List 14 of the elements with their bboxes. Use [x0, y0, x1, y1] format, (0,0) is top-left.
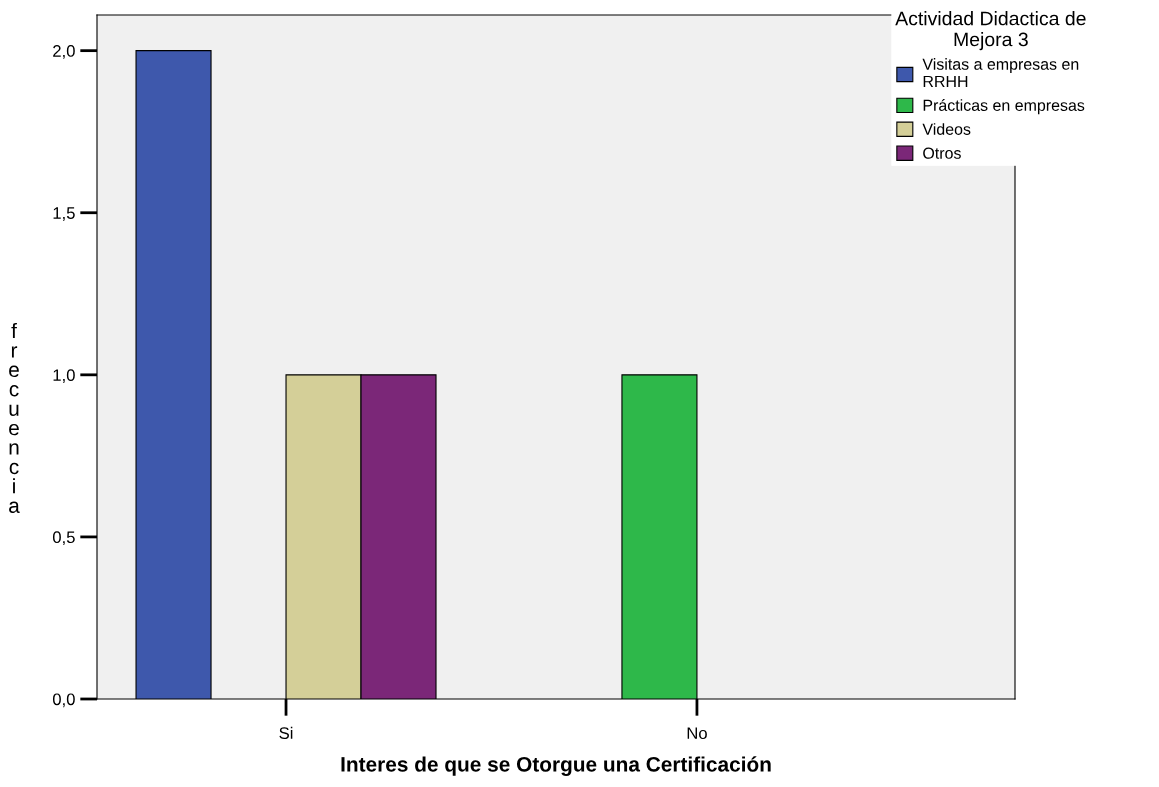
legend-label: Videos [922, 123, 971, 135]
text: frecuencia [9, 322, 20, 513]
y-tick-label: 2,0 [53, 45, 75, 59]
y-tick-label: 1,0 [53, 369, 75, 383]
legend-title: Actividad Didactica de Mejora 3 [895, 11, 1086, 51]
legend-label: Otros [923, 147, 961, 159]
x-tick-label: No [687, 727, 707, 740]
y-tick-label: 0,5 [52, 531, 75, 546]
y-tick-label: 0,0 [52, 693, 75, 708]
y-tick-label: 1,5 [53, 207, 75, 221]
x-tick-label: Si [279, 726, 293, 740]
legend-label: Visitas a empresas en RRHH [922, 58, 1079, 87]
legend-label: Prácticas en empresas [923, 99, 1085, 115]
x-axis-title: Interes de que se Otorgue una Certificación [341, 756, 771, 776]
